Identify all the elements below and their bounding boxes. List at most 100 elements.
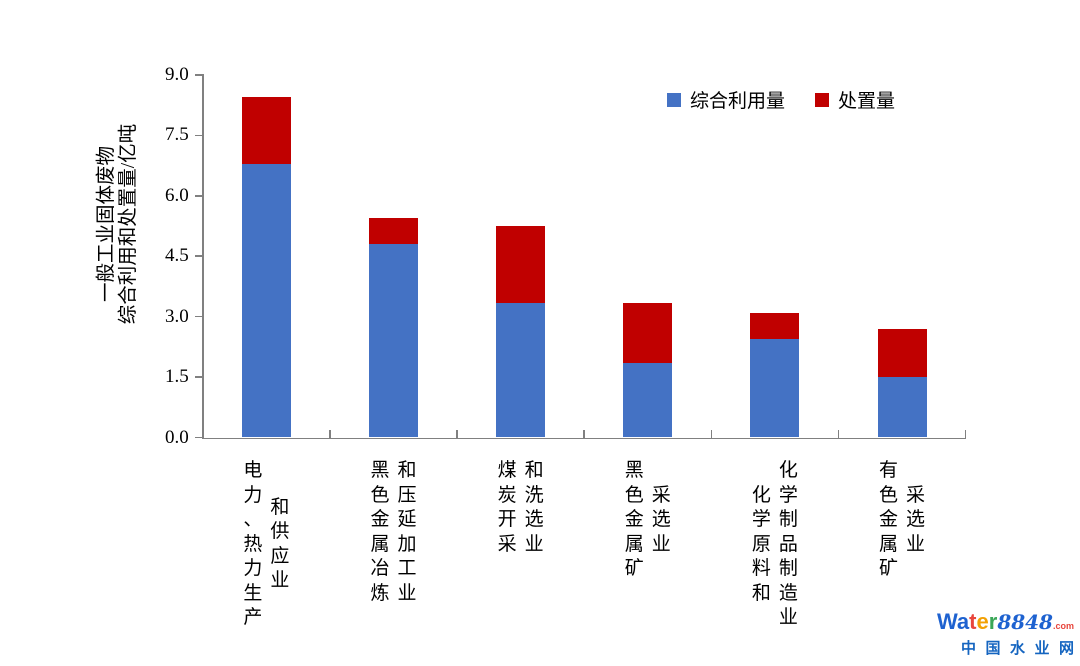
x-label-char: 业: [524, 533, 544, 555]
x-label-char: 选: [524, 509, 544, 530]
watermark-letter: r: [988, 609, 998, 634]
y-axis-tick: [195, 134, 203, 137]
y-axis-tick: [195, 195, 203, 197]
x-axis-tick: [964, 429, 967, 438]
x-label-char: 压: [397, 484, 417, 506]
x-label-char: 产: [243, 607, 263, 628]
x-label-char: 业: [651, 533, 671, 555]
x-label-column: 黑色金属冶炼: [370, 459, 391, 606]
x-label-column: 和洗选业: [524, 459, 545, 557]
x-label-char: 开: [497, 509, 517, 530]
x-label-char: 金: [879, 509, 899, 530]
x-label-char: 金: [370, 509, 390, 530]
x-label-char: 属: [624, 533, 644, 555]
x-label-column: 采选业: [905, 484, 926, 558]
x-label-char: 和: [397, 460, 417, 481]
x-category-label: 煤炭开采和洗选业: [497, 459, 545, 557]
x-label-char: 生: [243, 582, 263, 604]
x-label-column: 煤炭开采: [497, 459, 518, 557]
x-label-char: 力: [243, 484, 263, 506]
x-label-char: 色: [370, 484, 390, 506]
y-axis-tick-label: 9.0: [165, 64, 189, 85]
bar-disposal-segment: [241, 97, 291, 164]
x-label-char: 黑: [624, 460, 644, 481]
x-label-column: 和压延加工业: [397, 459, 418, 606]
y-axis-tick: [195, 255, 203, 258]
x-label-char: 原: [751, 533, 771, 555]
x-label-char: 色: [879, 484, 899, 506]
x-axis-line: [202, 437, 966, 440]
y-axis-tick-label: 3.0: [165, 305, 189, 327]
x-label-char: 选: [906, 509, 926, 530]
x-label-column: 黑色金属矿: [624, 459, 645, 582]
x-axis-tick: [710, 429, 713, 438]
x-category-label: 电力、热力生产和供应业: [242, 459, 290, 631]
watermark-number: 8848: [997, 610, 1053, 634]
x-label-char: 金: [624, 509, 644, 530]
x-label-char: 属: [370, 533, 390, 555]
bar-utilization-segment: [241, 163, 291, 438]
x-label-char: 热: [243, 533, 263, 555]
bar-disposal-segment: [369, 217, 418, 245]
x-label-char: 矿: [624, 558, 644, 579]
bar-disposal-segment: [877, 328, 927, 378]
y-axis-tick-label: 7.5: [165, 124, 189, 146]
x-label-char: 力: [243, 558, 263, 579]
legend-item-disposal: 处置量: [815, 86, 895, 113]
x-axis-tick: [837, 429, 840, 438]
legend-item-utilization: 综合利用量: [667, 86, 785, 113]
x-category-label: 黑色金属矿采选业: [624, 459, 672, 582]
watermark-brand: Water 8848 .com: [937, 609, 1074, 635]
legend-label-disposal: 处置量: [838, 91, 896, 112]
y-axis-title-line2: 综合利用和处置量/亿吨: [117, 123, 139, 325]
x-label-char: 业: [270, 570, 290, 592]
x-label-char: 矿: [879, 558, 899, 579]
x-label-char: 冶: [370, 558, 390, 579]
x-label-char: 加: [397, 533, 417, 555]
bar-utilization-segment: [623, 362, 673, 438]
watermark-letter: a: [956, 609, 970, 634]
x-label-char: 采: [906, 484, 926, 506]
x-label-column: 和供应业: [269, 496, 290, 594]
x-category-label: 有色金属矿采选业: [878, 459, 926, 582]
x-label-char: 延: [397, 509, 417, 530]
x-axis-tick: [456, 429, 458, 438]
x-label-char: 色: [624, 484, 644, 506]
x-label-char: 煤: [497, 460, 517, 481]
x-label-char: 炼: [370, 582, 390, 604]
x-label-char: 学: [751, 509, 771, 530]
bar-utilization-segment: [877, 377, 927, 438]
x-label-char: 和: [751, 582, 771, 604]
x-label-char: 业: [397, 582, 417, 604]
x-label-char: 学: [778, 484, 798, 506]
y-axis-tick: [195, 315, 203, 318]
watermark-letter: t: [969, 609, 977, 634]
x-label-char: 业: [906, 533, 926, 555]
bar-utilization-segment: [496, 302, 546, 438]
x-label-column: 采选业: [651, 484, 672, 558]
watermark-letter: W: [936, 609, 957, 634]
x-label-char: 黑: [370, 460, 390, 481]
bar-disposal-segment: [623, 302, 673, 363]
watermark-logo: Water 8848 .com 中国水业网: [937, 609, 1074, 658]
y-axis-line: [202, 74, 204, 439]
x-label-char: 化: [751, 484, 771, 506]
x-label-char: 制: [778, 509, 798, 530]
watermark-tld: .com: [1052, 621, 1074, 631]
y-axis-tick: [195, 436, 203, 439]
x-label-column: 化学制品制造业: [778, 459, 799, 631]
bar-disposal-segment: [750, 312, 800, 339]
x-label-char: 和: [270, 496, 290, 518]
x-label-char: 品: [778, 533, 798, 555]
x-category-label: 化学原料和化学制品制造业: [751, 459, 799, 631]
watermark-word: Water: [937, 609, 997, 635]
x-label-char: 洗: [524, 484, 544, 506]
x-label-char: 属: [879, 533, 899, 555]
x-category-label: 黑色金属冶炼和压延加工业: [370, 459, 418, 606]
x-label-char: 工: [397, 558, 417, 579]
y-axis-tick: [195, 376, 203, 378]
x-axis-tick: [329, 429, 331, 438]
watermark-letter: e: [976, 609, 989, 634]
y-axis-title-line1: 一般工业固体废物: [96, 146, 117, 303]
